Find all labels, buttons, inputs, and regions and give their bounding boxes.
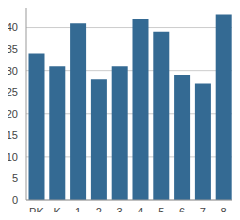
svg-text:K: K [54, 206, 62, 212]
svg-text:4: 4 [137, 206, 143, 212]
svg-text:PK: PK [29, 206, 44, 212]
svg-text:6: 6 [179, 206, 185, 212]
svg-text:40: 40 [8, 21, 18, 33]
svg-text:5: 5 [158, 206, 164, 212]
svg-text:10: 10 [8, 151, 18, 163]
svg-text:3: 3 [117, 206, 123, 212]
svg-text:7: 7 [200, 206, 206, 212]
svg-text:15: 15 [8, 129, 18, 141]
svg-text:25: 25 [8, 86, 18, 98]
svg-text:30: 30 [8, 65, 18, 77]
svg-text:8: 8 [221, 206, 227, 212]
svg-text:5: 5 [12, 172, 18, 184]
svg-text:1: 1 [75, 206, 81, 212]
svg-text:2: 2 [96, 206, 102, 212]
svg-text:20: 20 [8, 108, 18, 120]
svg-text:0: 0 [12, 194, 18, 206]
svg-text:35: 35 [8, 43, 18, 55]
